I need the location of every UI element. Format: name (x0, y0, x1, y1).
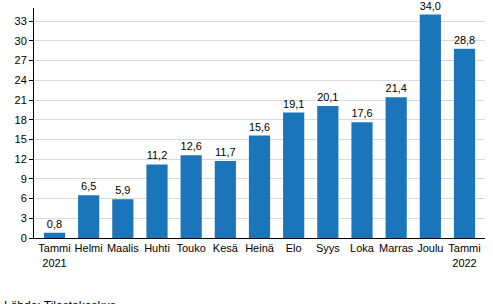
svg-text:24: 24 (15, 74, 27, 86)
svg-text:Joulu: Joulu (417, 242, 443, 254)
svg-text:17,6: 17,6 (351, 107, 372, 119)
svg-text:Kesä: Kesä (213, 242, 239, 254)
svg-text:5,9: 5,9 (115, 184, 130, 196)
svg-text:6: 6 (21, 192, 27, 204)
svg-text:6,5: 6,5 (81, 180, 96, 192)
svg-text:Loka: Loka (350, 242, 375, 254)
svg-text:3: 3 (21, 212, 27, 224)
svg-text:0,8: 0,8 (47, 218, 62, 230)
svg-text:Helmi: Helmi (75, 242, 103, 254)
svg-text:27: 27 (15, 54, 27, 66)
svg-text:18: 18 (15, 114, 27, 126)
svg-text:Huhti: Huhti (144, 242, 170, 254)
svg-text:30: 30 (15, 35, 27, 47)
svg-text:28,8: 28,8 (454, 34, 475, 46)
svg-text:Tammi2022: Tammi2022 (448, 242, 480, 268)
svg-text:20,1: 20,1 (317, 91, 338, 103)
svg-text:Elo: Elo (286, 242, 302, 254)
svg-text:33: 33 (15, 15, 27, 27)
svg-text:9: 9 (21, 173, 27, 185)
svg-text:19,1: 19,1 (283, 98, 304, 110)
svg-text:11,2: 11,2 (147, 149, 168, 161)
svg-text:Tammi2021: Tammi2021 (38, 242, 70, 268)
svg-text:Heinä: Heinä (245, 242, 275, 254)
svg-text:21: 21 (15, 94, 27, 106)
svg-text:12: 12 (15, 153, 27, 165)
svg-text:12,6: 12,6 (181, 140, 202, 152)
svg-text:0: 0 (21, 232, 27, 244)
svg-text:Maalis: Maalis (107, 242, 139, 254)
svg-text:Touko: Touko (176, 242, 205, 254)
svg-text:15: 15 (15, 133, 27, 145)
svg-text:21,4: 21,4 (386, 82, 407, 94)
svg-text:Lähde: Tilastokeskus: Lähde: Tilastokeskus (4, 299, 116, 304)
svg-text:15,6: 15,6 (249, 121, 270, 133)
svg-text:11,7: 11,7 (215, 146, 236, 158)
svg-text:Syys: Syys (316, 242, 340, 254)
svg-text:34,0: 34,0 (420, 0, 441, 12)
svg-text:Marras: Marras (379, 242, 414, 254)
